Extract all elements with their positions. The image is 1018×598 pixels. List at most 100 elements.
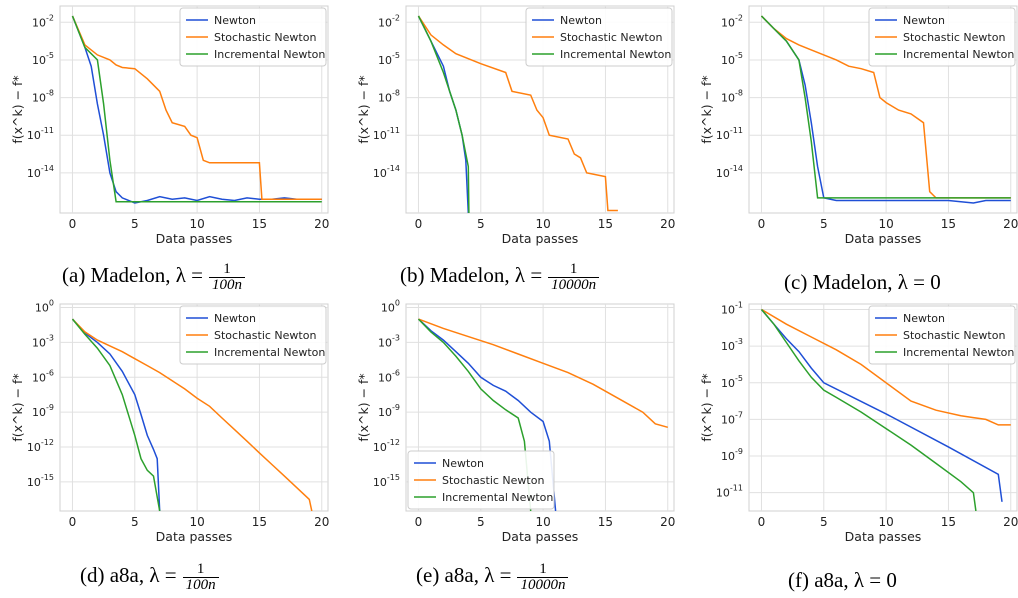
y-axis-label: f(x^k) − f* [699, 75, 714, 143]
legend-label: Newton [214, 312, 256, 325]
chart-svg: 0 5 10 15 20 10-2 10-5 10-8 10-11 10-14 Data passe… [10, 5, 329, 246]
y-tick-exponent: -11 [730, 126, 743, 135]
y-tick-label: 10-11 [373, 126, 400, 142]
x-tick-label: 15 [252, 217, 267, 231]
chart-svg: 0 5 10 15 20 10-2 10-5 10-8 10-11 10-14 Data passe… [356, 5, 675, 246]
caption-e: (e) a8a, λ = 1 10000n [416, 562, 569, 593]
series-line-incremental-newton [760, 15, 1011, 199]
chart-svg: 0 5 10 15 20 100 10-3 10-6 10-9 10-12 10-15 Data pa… [10, 298, 329, 544]
legend: Newton Stochastic Newton Incremental Newto… [179, 305, 327, 365]
legend: Newton Stochastic Newton Incremental Newto… [525, 7, 673, 67]
y-tick-label: 10-5 [721, 51, 743, 67]
y-tick-exponent: -11 [730, 484, 743, 493]
y-tick-label: 10-8 [721, 89, 743, 105]
series-line-stochastic-newton [71, 15, 322, 200]
x-tick-label: 10 [878, 217, 893, 231]
y-tick-label: 10-1 [721, 300, 743, 316]
series-line-stochastic-newton [760, 15, 1011, 199]
legend: Newton Stochastic Newton Incremental Newto… [179, 7, 327, 67]
legend-label: Stochastic Newton [214, 329, 316, 342]
fraction-denominator: 10000n [548, 277, 600, 293]
x-tick-label: 10 [878, 515, 893, 529]
y-tick-label: 10-11 [716, 484, 743, 500]
legend-box [179, 305, 327, 365]
x-axis-label: Data passes [502, 231, 579, 246]
y-tick-label: 10-6 [378, 368, 400, 384]
y-tick-label: 10-9 [32, 403, 54, 419]
x-tick-label: 15 [252, 515, 267, 529]
series-line-stochastic-newton [417, 15, 618, 212]
series-line-newton [417, 318, 557, 511]
caption-text: (f) a8a, λ = 0 [788, 568, 897, 592]
x-tick-label: 15 [598, 515, 613, 529]
legend-box [407, 450, 555, 510]
y-tick-exponent: -15 [41, 473, 54, 482]
x-tick-label: 5 [131, 217, 139, 231]
fraction-numerator: 1 [569, 261, 578, 277]
y-tick-exponent: -2 [46, 13, 54, 22]
y-tick-label: 100 [35, 298, 54, 314]
x-tick-label: 20 [314, 515, 329, 529]
y-tick-label: 10-2 [378, 13, 400, 29]
x-tick-label: 15 [941, 217, 956, 231]
y-tick-exponent: -9 [46, 403, 54, 412]
legend-label: Stochastic Newton [214, 31, 316, 44]
chart-panel: 0 5 10 15 20 100 10-3 10-6 10-9 10-12 10-15 Data pa… [0, 298, 339, 597]
caption-c: (c) Madelon, λ = 0 [784, 270, 941, 295]
x-tick-label: 5 [820, 217, 828, 231]
x-axis-label: Data passes [845, 529, 922, 544]
y-tick-label: 10-12 [27, 438, 54, 454]
x-axis-label: Data passes [156, 529, 233, 544]
y-tick-label: 10-6 [32, 368, 54, 384]
legend-label: Newton [214, 14, 256, 27]
y-tick-label: 100 [381, 298, 400, 314]
series-line-incremental-newton [760, 309, 977, 511]
y-tick-exponent: -8 [735, 89, 743, 98]
y-tick-exponent: -3 [392, 333, 400, 342]
y-tick-exponent: -5 [392, 51, 400, 60]
caption-fraction: 1 10000n [517, 562, 569, 593]
x-tick-label: 10 [535, 515, 550, 529]
legend-label: Newton [903, 14, 945, 27]
x-tick-label: 20 [314, 217, 329, 231]
x-tick-label: 5 [477, 515, 485, 529]
y-tick-label: 10-3 [721, 337, 743, 353]
series-line-newton [760, 309, 1003, 502]
x-tick-label: 0 [69, 515, 77, 529]
series-line-stochastic-newton [71, 318, 313, 511]
x-tick-label: 10 [535, 217, 550, 231]
legend: Newton Stochastic Newton Incremental Newto… [868, 305, 1016, 365]
fraction-numerator: 1 [196, 561, 205, 577]
y-tick-exponent: -11 [41, 126, 54, 135]
legend: Newton Stochastic Newton Incremental Newto… [407, 450, 555, 510]
series-line-incremental-newton [71, 15, 322, 203]
y-tick-label: 10-2 [721, 13, 743, 29]
caption-text: (a) Madelon, λ = [62, 263, 203, 288]
caption-a: (a) Madelon, λ = 1 100n [62, 262, 245, 293]
caption-fraction: 1 10000n [548, 261, 600, 293]
chart-panel: 0 5 10 15 20 100 10-3 10-6 10-9 10-12 10-15 Data pa… [346, 298, 685, 597]
y-tick-label: 10-11 [716, 126, 743, 142]
y-tick-exponent: -7 [735, 410, 743, 419]
legend-label: Stochastic Newton [560, 31, 662, 44]
y-tick-label: 10-15 [27, 473, 54, 489]
y-axis-label: f(x^k) − f* [356, 373, 371, 441]
fraction-denominator: 10000n [517, 577, 569, 593]
series-line-stochastic-newton [761, 308, 1011, 426]
y-tick-exponent: -6 [392, 368, 400, 377]
y-tick-exponent: -1 [735, 300, 743, 309]
y-axis-label: f(x^k) − f* [10, 373, 25, 441]
y-tick-label: 10-12 [373, 438, 400, 454]
series-line-newton [71, 318, 161, 511]
x-tick-label: 0 [758, 515, 766, 529]
y-tick-label: 10-11 [27, 126, 54, 142]
y-tick-exponent: -2 [392, 13, 400, 22]
y-tick-label: 10-8 [378, 89, 400, 105]
legend-label: Stochastic Newton [442, 474, 544, 487]
caption-fraction: 1 100n [208, 262, 245, 293]
y-axis-label: f(x^k) − f* [356, 75, 371, 143]
y-tick-label: 10-3 [32, 333, 54, 349]
x-tick-label: 5 [131, 515, 139, 529]
legend-label: Newton [903, 312, 945, 325]
chart-panel: 0 5 10 15 20 10-2 10-5 10-8 10-11 10-14 Data passe… [689, 0, 1018, 299]
